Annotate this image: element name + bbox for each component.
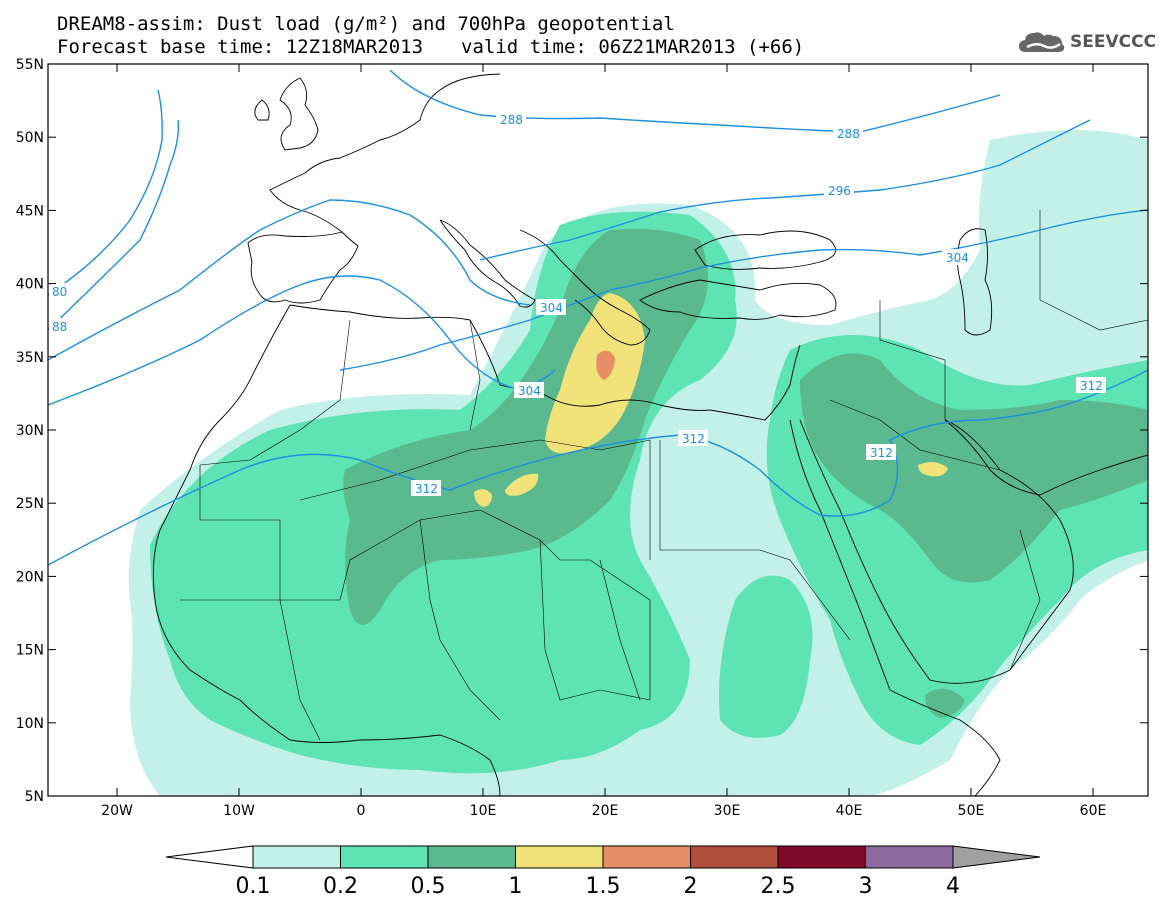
lat-label: 25N: [16, 496, 44, 512]
contour-label: 312: [415, 482, 438, 496]
dust-level-1-chad: [474, 489, 492, 507]
colorbar-tick-label: 0.5: [411, 874, 446, 899]
contour-labels: 288 288 296 304 304 304 312 312 312 312 …: [49, 111, 1106, 496]
colorbar: 0.1 0.2 0.5 1 1.5 2 2.5 3 4: [165, 845, 1041, 899]
lat-label: 20N: [16, 569, 44, 585]
lat-label: 30N: [16, 423, 44, 439]
colorbar-swatch: [602, 845, 691, 869]
colorbar-swatch: [777, 845, 866, 869]
contour-label: 312: [682, 432, 705, 446]
logo-text: SEEVCCC: [1070, 32, 1157, 52]
contour-label: 288: [837, 127, 860, 141]
colorbar-tick-label: 4: [946, 874, 960, 899]
colorbar-tick-label: 2: [684, 874, 698, 899]
contour-label: 88: [52, 320, 67, 334]
dust-level-1: [545, 293, 645, 454]
contour-label: 312: [1080, 379, 1103, 393]
colorbar-tick-label: 3: [859, 874, 873, 899]
contour-label: 288: [500, 113, 523, 127]
contour-label: 296: [828, 184, 851, 198]
lon-label: 20W: [101, 803, 133, 819]
dust-field: [128, 130, 1148, 796]
longitude-axis: 20W 10W 0 10E 20E 30E 40E 50E 60E: [101, 64, 1106, 819]
lon-label: 30E: [714, 803, 741, 819]
lat-label: 35N: [16, 350, 44, 366]
colorbar-tick-label: 0.2: [323, 874, 358, 899]
colorbar-swatch: [340, 845, 429, 869]
contour-label: 312: [870, 446, 893, 460]
lat-label: 55N: [16, 57, 44, 73]
coastlines: [152, 73, 1148, 796]
lon-label: 60E: [1080, 803, 1107, 819]
dust-level-0.5-east: [800, 353, 1148, 583]
base-time: Forecast base time: 12Z18MAR2013: [57, 36, 424, 58]
contour-label: 304: [540, 301, 563, 315]
colorbar-swatch: [690, 845, 779, 869]
lat-label: 5N: [25, 789, 44, 805]
colorbar-tick-label: 0.1: [236, 874, 271, 899]
colorbar-high-arrow: [952, 845, 1041, 869]
dust-level-1-libya: [505, 473, 539, 496]
lat-label: 10N: [16, 716, 44, 732]
colorbar-tick-label: 1: [509, 874, 523, 899]
colorbar-tick-label: 2.5: [761, 874, 796, 899]
map-subtitle: Forecast base time: 12Z18MAR2013 valid ti…: [57, 37, 804, 57]
lat-label: 45N: [16, 203, 44, 219]
colorbar-swatch: [865, 845, 954, 869]
lon-label: 20E: [592, 803, 619, 819]
map-title: DREAM8-assim: Dust load (g/m²) and 700hP…: [57, 13, 675, 35]
cloud-logo-icon: [1019, 32, 1065, 52]
contour-label: 304: [518, 384, 541, 398]
colorbar-low-arrow: [165, 845, 254, 869]
contour-label: 80: [52, 285, 67, 299]
lon-label: 10E: [470, 803, 497, 819]
dust-level-0.2-sudan: [719, 575, 813, 738]
lon-label: 0: [357, 803, 366, 819]
colorbar-swatch: [252, 845, 341, 869]
dust-level-1.5: [596, 350, 615, 380]
valid-time: valid time: 06Z21MAR2013 (+66): [461, 36, 805, 58]
borders: [180, 210, 1148, 741]
colorbar-swatch: [427, 845, 516, 869]
seevccc-logo: SEEVCCC: [1018, 30, 1156, 54]
lon-label: 50E: [958, 803, 985, 819]
lat-label: 40N: [16, 277, 44, 293]
colorbar-swatch: [515, 845, 604, 869]
lat-label: 15N: [16, 643, 44, 659]
colorbar-tick-label: 1.5: [586, 874, 621, 899]
lon-label: 40E: [836, 803, 863, 819]
geopotential-contours: [48, 69, 1148, 566]
lat-label: 50N: [16, 130, 44, 146]
dust-level-1-saudi: [918, 462, 948, 477]
lon-label: 10W: [223, 803, 255, 819]
latitude-axis: 55N 50N 45N 40N 35N 30N 25N 20N 15N 10N 5N: [16, 57, 1148, 805]
contour-label: 304: [946, 251, 969, 265]
